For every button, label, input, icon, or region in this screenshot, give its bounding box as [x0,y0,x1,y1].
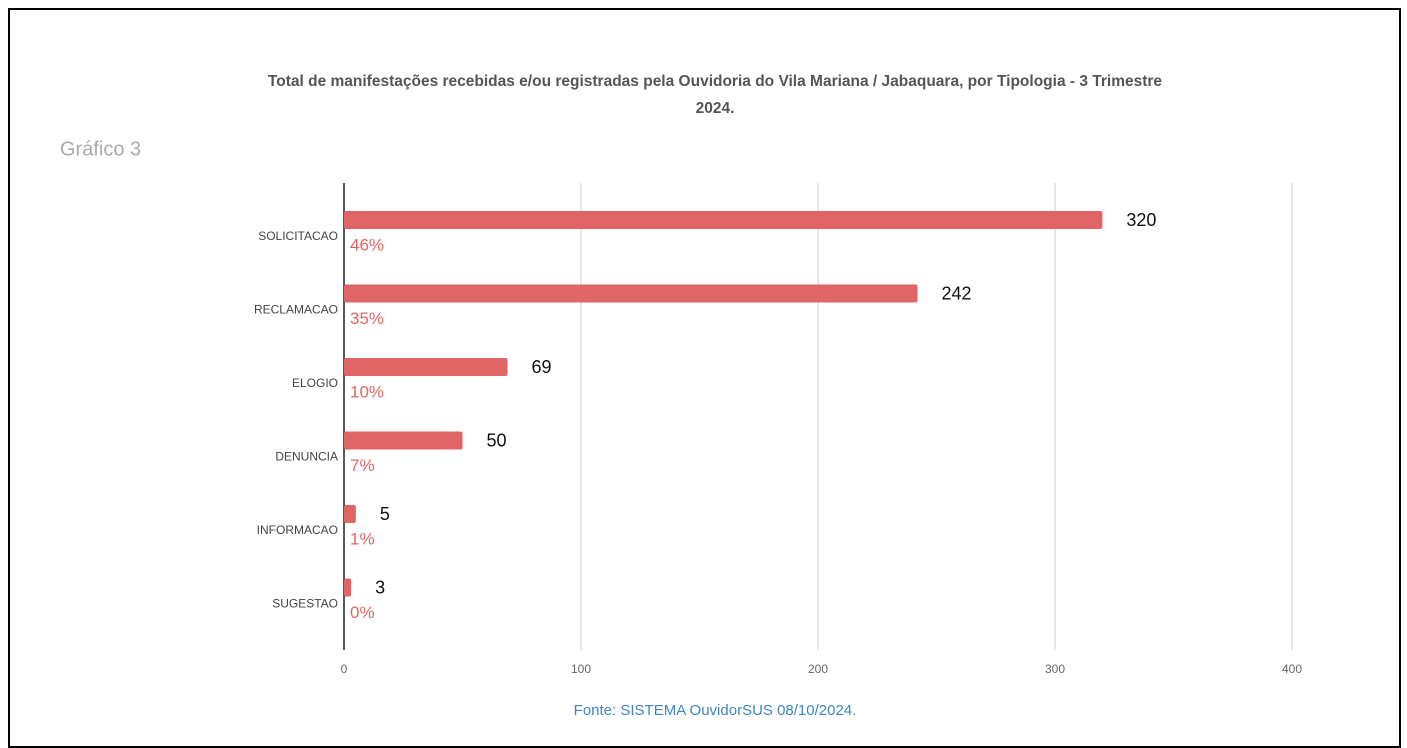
bar [344,578,352,597]
y-tick-label: RECLAMACAO [254,303,338,317]
x-tick-label: 200 [808,662,828,676]
chart-subtitle: Gráfico 3 [60,138,141,160]
share-label: 1% [350,529,375,548]
value-label: 242 [942,283,972,303]
x-tick-label: 300 [1045,662,1065,676]
bar [344,284,918,303]
x-tick-label: 0 [341,662,348,676]
value-label: 5 [380,504,390,524]
value-label: 69 [532,357,552,377]
bar [344,431,463,450]
y-tick-label: SUGESTAO [272,597,338,611]
share-label: 7% [350,456,375,475]
y-tick-label: INFORMACAO [257,523,338,537]
share-label: 10% [350,382,384,401]
value-label: 3 [375,577,385,597]
y-tick-label: ELOGIO [292,376,338,390]
value-label: 320 [1126,210,1156,230]
x-tick-label: 100 [571,662,591,676]
bar [344,505,356,523]
y-tick-label: DENUNCIA [275,450,338,464]
share-label: 46% [350,235,384,254]
value-label: 50 [487,430,507,450]
share-label: 35% [350,309,384,328]
y-tick-label: SOLICITACAO [258,229,338,243]
x-tick-label: 400 [1282,662,1302,676]
source-note: Fonte: SISTEMA OuvidorSUS 08/10/2024. [574,702,857,719]
bar [344,358,508,376]
chart-title: Total de manifestações recebidas e/ou re… [267,73,1163,117]
bar [344,211,1103,229]
share-label: 0% [350,603,375,622]
